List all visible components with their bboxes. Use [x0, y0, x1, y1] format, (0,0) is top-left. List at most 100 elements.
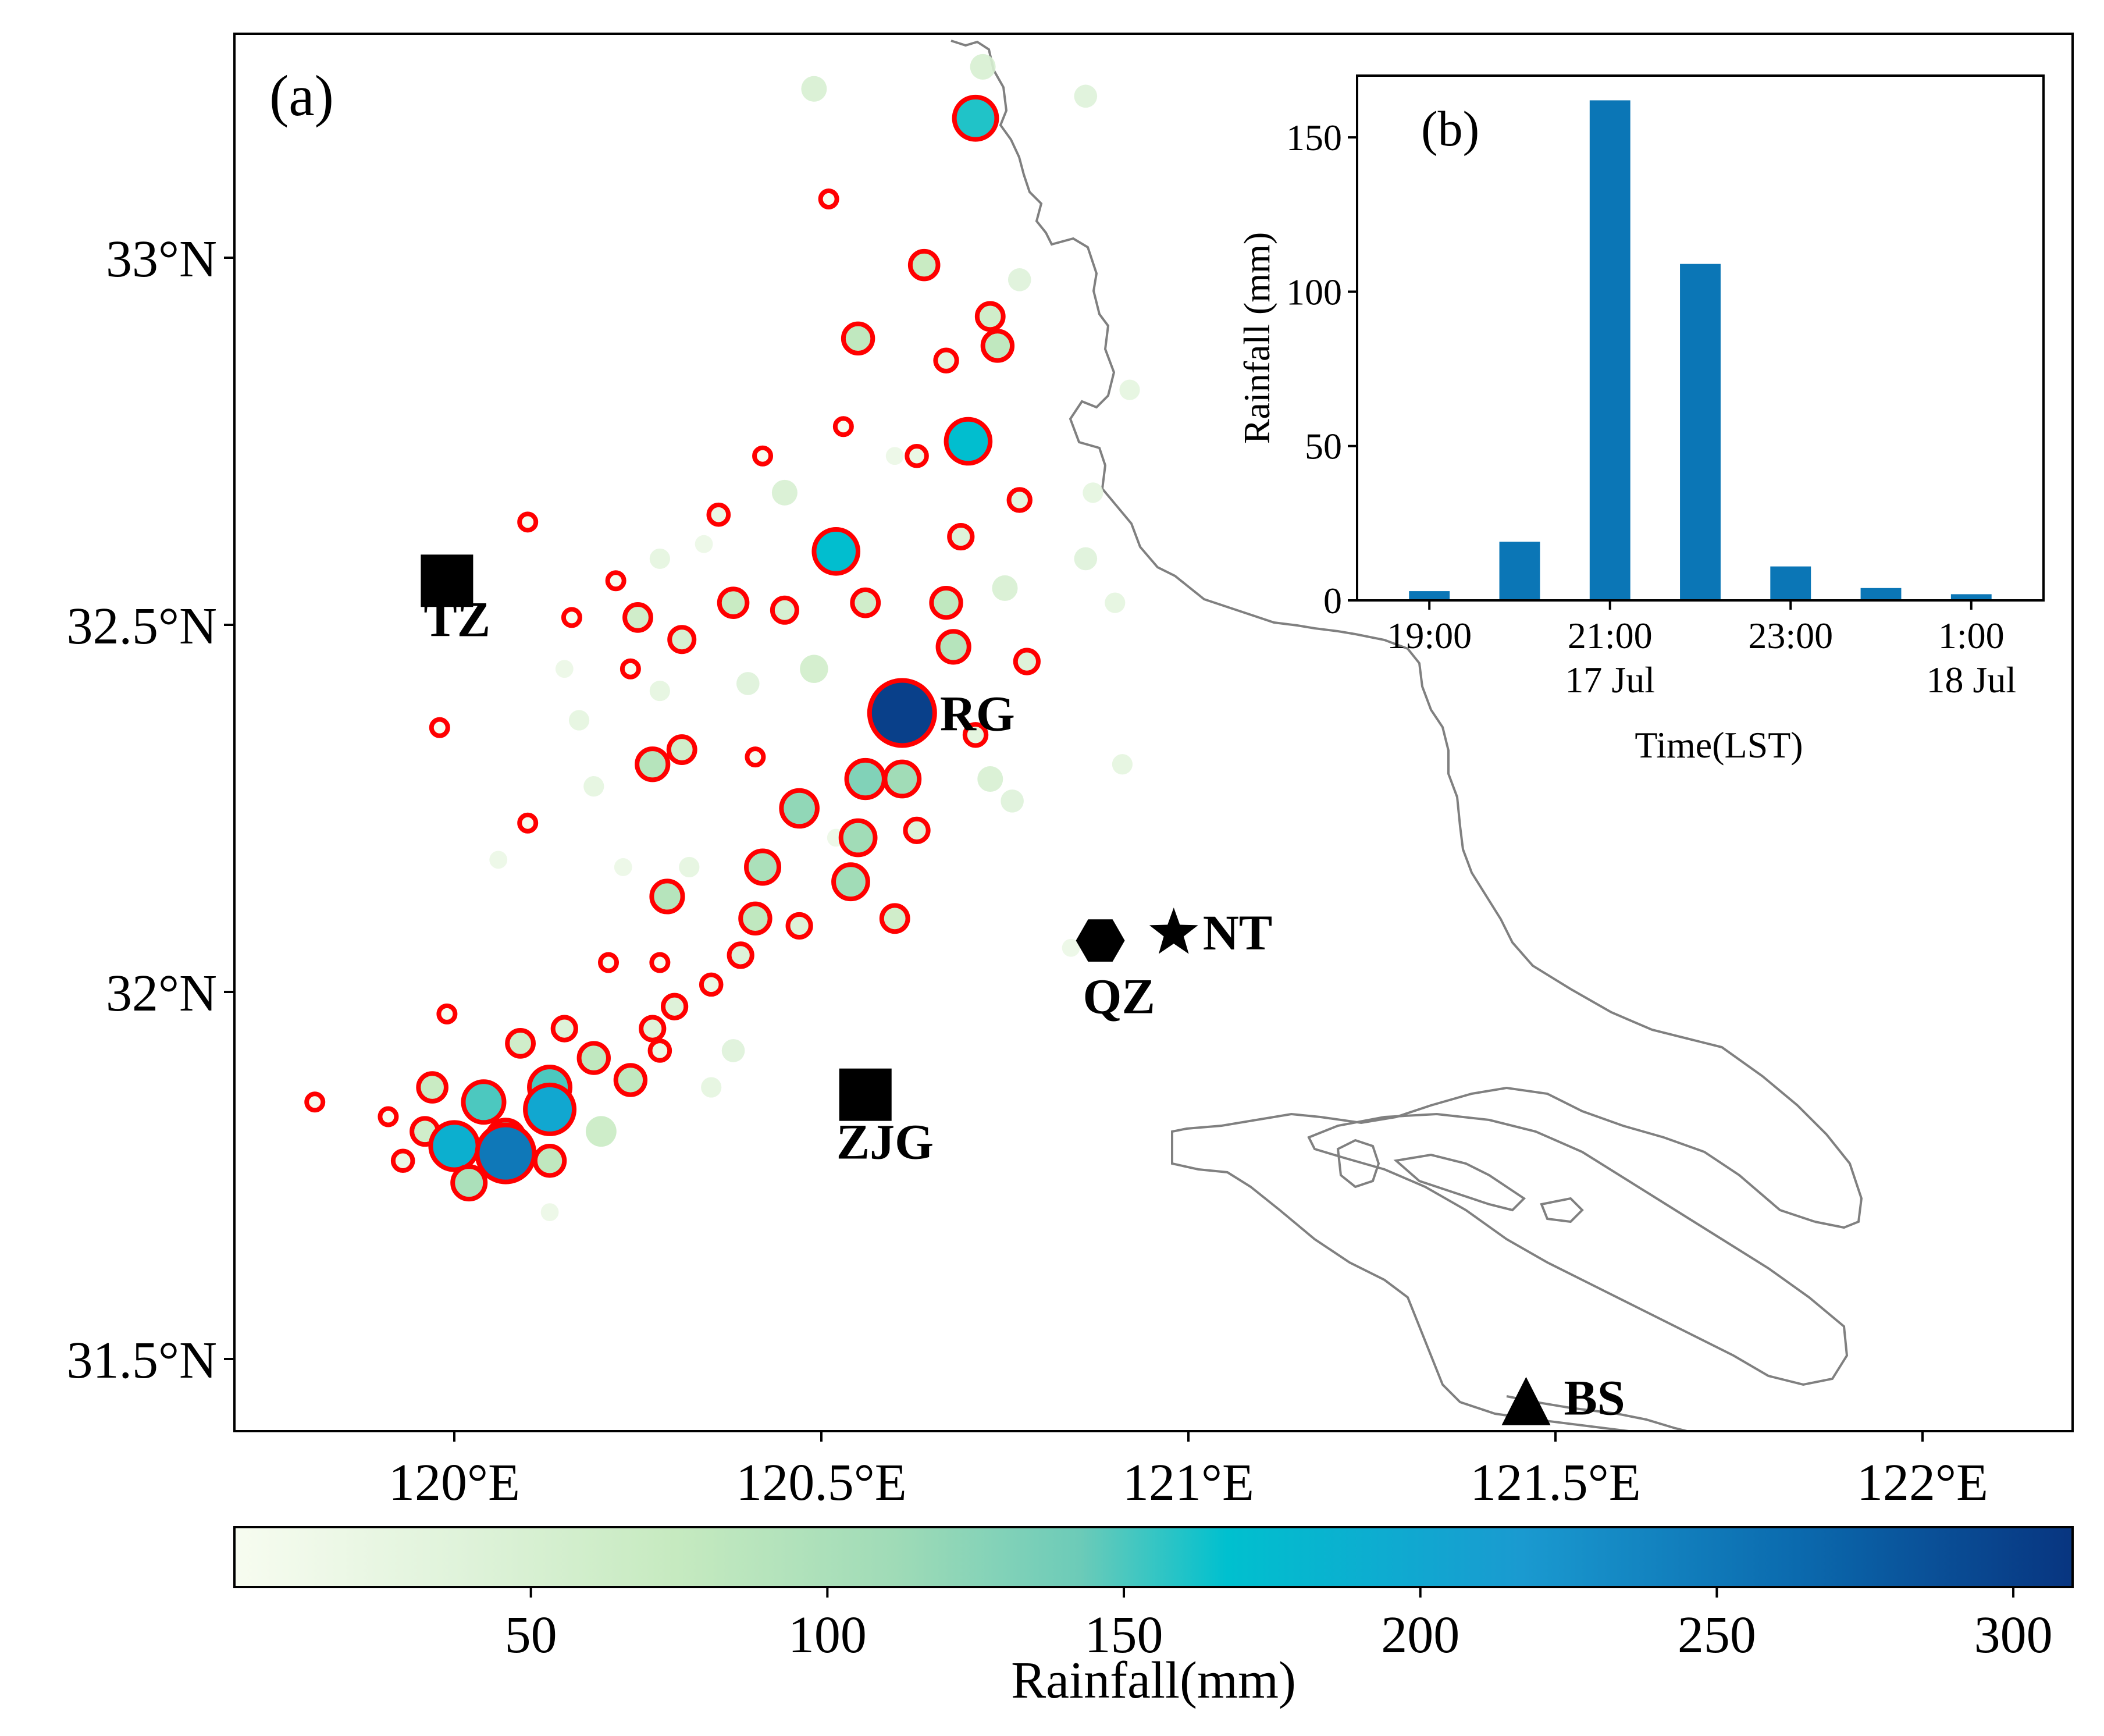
background-station — [1001, 789, 1024, 813]
background-station — [992, 575, 1018, 601]
bar-0:00 — [1860, 588, 1902, 600]
marker-rg: RG — [940, 685, 1015, 741]
inset-y-tick-label: 0 — [1323, 580, 1342, 621]
background-station — [1119, 379, 1140, 400]
highlighted-station — [666, 734, 697, 765]
highlighted-station — [661, 992, 689, 1020]
highlighted-station — [647, 1038, 672, 1063]
map-x-axis: 120°E 120.5°E 121°E 121.5°E 122°E — [389, 1431, 1988, 1511]
background-station — [489, 851, 508, 869]
coastline — [950, 40, 1863, 1431]
highlighted-station — [974, 301, 1006, 332]
highlighted-station — [867, 678, 937, 748]
highlighted-station — [785, 912, 813, 940]
highlighted-station — [475, 1122, 537, 1184]
map-x-tick-label: 121°E — [1123, 1454, 1254, 1511]
background-station — [801, 76, 827, 102]
inset-x-tick-label: 23:00 — [1748, 615, 1833, 656]
highlighted-station — [752, 445, 774, 467]
highlighted-station — [649, 952, 671, 973]
panel-b-label: (b) — [1421, 101, 1479, 156]
marker-label: TZ — [423, 591, 490, 647]
background-station — [583, 776, 604, 797]
background-station — [586, 1116, 617, 1147]
background-station — [540, 1203, 559, 1222]
highlighted-station — [962, 722, 989, 748]
highlighted-station — [428, 1120, 480, 1172]
highlighted-station — [378, 1106, 399, 1127]
background-station — [614, 858, 632, 876]
marker-label: RG — [940, 685, 1015, 741]
background-station — [649, 548, 670, 570]
background-station — [679, 856, 700, 878]
inset-x-tick-label: 21:00 — [1568, 615, 1653, 656]
colorbar-label: Rainfall(mm) — [1011, 1652, 1296, 1709]
chongming-island — [1307, 1112, 1849, 1386]
highlighted-station — [770, 595, 799, 625]
highlighted-station — [947, 522, 975, 551]
highlighted-station — [649, 878, 685, 915]
background-station — [701, 1077, 722, 1098]
colorbar-tick-label: 50 — [505, 1606, 557, 1664]
background-station — [1112, 754, 1133, 775]
island-inner-1 — [1336, 1139, 1380, 1189]
highlighted-station — [699, 972, 724, 997]
bar-21:00 — [1589, 100, 1630, 600]
highlighted-station — [1013, 648, 1041, 675]
marker-zjg: ZJG — [836, 1068, 934, 1170]
background-station — [1008, 268, 1031, 291]
marker-bs: BS — [1501, 1370, 1625, 1426]
highlighted-station — [717, 586, 750, 619]
background-station — [1074, 84, 1098, 108]
background-station — [721, 1039, 745, 1062]
inset-x-tick-sublabel: 18 Jul — [1926, 659, 2016, 700]
bar-20:00 — [1499, 542, 1540, 600]
highlighted-station — [416, 1071, 448, 1104]
highlighted-station — [532, 1144, 567, 1178]
highlighted-station — [980, 329, 1015, 363]
highlighted-station — [905, 443, 929, 468]
highlighted-station — [576, 1041, 611, 1075]
highlighted-station — [818, 188, 839, 210]
marker-label: ZJG — [836, 1114, 934, 1170]
background-station — [800, 654, 828, 683]
background-stations — [489, 54, 1140, 1222]
marker-nt: NT — [1149, 905, 1272, 961]
triangle-marker — [1501, 1376, 1551, 1425]
location-markers: TZ RG NT QZ ZJG BS — [421, 554, 1625, 1426]
inset-y-tick-label: 100 — [1286, 271, 1342, 312]
highlighted-station — [929, 585, 963, 620]
inset-y-tick-label: 50 — [1305, 426, 1342, 467]
highlighted-station — [550, 1015, 578, 1043]
inset-x-label: Time(LST) — [1635, 724, 1803, 766]
highlighted-station — [620, 658, 641, 680]
coastline-estuary-north — [1171, 1086, 1815, 1431]
colorbar: 50 100 150 200 250 300 Rainfall(mm) — [233, 1526, 2074, 1709]
highlighted-station — [429, 717, 450, 738]
highlighted-station — [838, 818, 878, 858]
highlighted-station — [523, 1082, 577, 1136]
background-station — [771, 479, 798, 506]
island-inner-3 — [1540, 1197, 1584, 1223]
background-station — [970, 54, 996, 80]
highlighted-station — [779, 788, 820, 829]
highlighted-station — [598, 952, 620, 973]
highlighted-station — [622, 602, 653, 633]
highlighted-station — [745, 746, 766, 768]
map-x-tick-label: 120°E — [389, 1454, 520, 1511]
inset-x-tick-sublabel: 17 Jul — [1565, 659, 1655, 700]
highlighted-station — [844, 757, 887, 801]
inset-y-axis: 0 50 100 150 — [1286, 117, 1357, 621]
inset-y-tick-label: 150 — [1286, 117, 1342, 158]
highlighted-station — [738, 901, 772, 936]
hexagon-marker — [1076, 919, 1125, 962]
inset-x-tick-label: 1:00 — [1938, 615, 2005, 656]
map-y-axis: 31.5°N 32°N 32.5°N 33°N — [67, 230, 234, 1389]
bar-22:00 — [1680, 264, 1721, 600]
highlighted-station — [304, 1091, 326, 1113]
highlighted-station — [879, 903, 910, 934]
highlighted-station — [882, 759, 922, 799]
